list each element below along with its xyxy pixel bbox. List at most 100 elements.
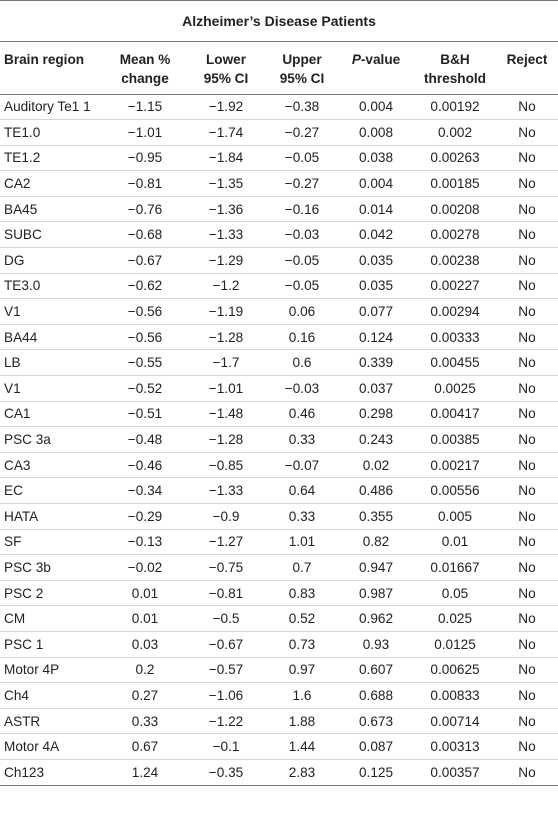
cell-reject: No xyxy=(496,529,558,556)
cell-mean-change: −0.95 xyxy=(104,145,186,172)
cell-bh-threshold: 0.00556 xyxy=(414,477,496,504)
table-row: CA1 −0.51 −1.48 0.46 0.298 0.00417 No xyxy=(0,401,558,428)
cell-mean-change: −0.55 xyxy=(104,349,186,377)
cell-lower-ci: −1.92 xyxy=(186,94,266,121)
cell-mean-change: 0.01 xyxy=(104,580,186,607)
cell-reject: No xyxy=(496,708,558,735)
cell-bh-threshold: 0.005 xyxy=(414,503,496,530)
cell-p-value: 0.987 xyxy=(338,580,414,607)
cell-reject: No xyxy=(496,452,558,479)
cell-lower-ci: −1.33 xyxy=(186,477,266,504)
cell-mean-change: 0.01 xyxy=(104,605,186,632)
cell-p-value: 0.93 xyxy=(338,631,414,658)
cell-mean-change: −0.13 xyxy=(104,529,186,556)
cell-upper-ci: 2.83 xyxy=(266,759,338,786)
cell-p-value: 0.037 xyxy=(338,375,414,402)
results-table-container: Alzheimer’s Disease Patients Brain regio… xyxy=(0,0,558,786)
cell-upper-ci: −0.38 xyxy=(266,94,338,121)
cell-brain-region: BA44 xyxy=(0,324,104,351)
cell-lower-ci: −0.75 xyxy=(186,554,266,581)
table-row: Ch123 1.24 −0.35 2.83 0.125 0.00357 No xyxy=(0,759,558,786)
cell-mean-change: 1.24 xyxy=(104,759,186,786)
cell-brain-region: SF xyxy=(0,529,104,556)
cell-brain-region: CA2 xyxy=(0,170,104,197)
cell-brain-region: V1 xyxy=(0,298,104,325)
cell-reject: No xyxy=(496,401,558,428)
cell-p-value: 0.947 xyxy=(338,554,414,581)
table-row: V1 −0.52 −1.01 −0.03 0.037 0.0025 No xyxy=(0,375,558,402)
table-row: EC −0.34 −1.33 0.64 0.486 0.00556 No xyxy=(0,477,558,504)
cell-mean-change: −0.81 xyxy=(104,170,186,197)
cell-brain-region: PSC 1 xyxy=(0,631,104,658)
header-p-value: P-value xyxy=(338,42,414,95)
cell-brain-region: LB xyxy=(0,349,104,377)
cell-bh-threshold: 0.0125 xyxy=(414,631,496,658)
cell-brain-region: TE3.0 xyxy=(0,273,104,300)
cell-p-value: 0.355 xyxy=(338,503,414,530)
cell-brain-region: ASTR xyxy=(0,708,104,735)
header-mean-change: Mean % change xyxy=(104,42,186,95)
cell-reject: No xyxy=(496,580,558,607)
cell-reject: No xyxy=(496,247,558,274)
cell-bh-threshold: 0.0025 xyxy=(414,375,496,402)
cell-bh-threshold: 0.00455 xyxy=(414,349,496,377)
cell-bh-threshold: 0.002 xyxy=(414,119,496,146)
cell-lower-ci: −0.1 xyxy=(186,733,266,760)
cell-upper-ci: 0.33 xyxy=(266,426,338,453)
table-row: TE3.0 −0.62 −1.2 −0.05 0.035 0.00227 No xyxy=(0,273,558,300)
cell-bh-threshold: 0.01 xyxy=(414,529,496,556)
cell-reject: No xyxy=(496,119,558,146)
cell-mean-change: 0.27 xyxy=(104,682,186,709)
cell-p-value: 0.077 xyxy=(338,298,414,325)
cell-brain-region: Ch4 xyxy=(0,682,104,709)
cell-upper-ci: 1.44 xyxy=(266,733,338,760)
cell-lower-ci: −0.5 xyxy=(186,605,266,632)
cell-upper-ci: −0.07 xyxy=(266,452,338,479)
table-row: HATA −0.29 −0.9 0.33 0.355 0.005 No xyxy=(0,503,558,530)
cell-lower-ci: −1.22 xyxy=(186,708,266,735)
cell-mean-change: 0.33 xyxy=(104,708,186,735)
cell-p-value: 0.298 xyxy=(338,401,414,428)
cell-upper-ci: −0.03 xyxy=(266,375,338,402)
table-row: PSC 3b −0.02 −0.75 0.7 0.947 0.01667 No xyxy=(0,554,558,581)
cell-lower-ci: −1.84 xyxy=(186,145,266,172)
cell-mean-change: −0.52 xyxy=(104,375,186,402)
cell-upper-ci: 0.97 xyxy=(266,657,338,684)
cell-brain-region: EC xyxy=(0,477,104,504)
cell-bh-threshold: 0.00294 xyxy=(414,298,496,325)
cell-mean-change: −0.46 xyxy=(104,452,186,479)
table-body: Auditory Te1 1 −1.15 −1.92 −0.38 0.004 0.0019… xyxy=(0,94,558,786)
cell-upper-ci: 0.7 xyxy=(266,554,338,581)
cell-reject: No xyxy=(496,324,558,351)
cell-p-value: 0.004 xyxy=(338,94,414,121)
cell-lower-ci: −1.33 xyxy=(186,221,266,249)
cell-brain-region: Motor 4A xyxy=(0,733,104,760)
header-reject: Reject xyxy=(496,42,558,95)
table-row: ASTR 0.33 −1.22 1.88 0.673 0.00714 No xyxy=(0,708,558,735)
cell-mean-change: 0.03 xyxy=(104,631,186,658)
cell-brain-region: Ch123 xyxy=(0,759,104,786)
cell-p-value: 0.004 xyxy=(338,170,414,197)
cell-lower-ci: −0.67 xyxy=(186,631,266,658)
cell-lower-ci: −0.57 xyxy=(186,657,266,684)
cell-bh-threshold: 0.00357 xyxy=(414,759,496,786)
cell-upper-ci: 0.46 xyxy=(266,401,338,428)
cell-brain-region: SUBC xyxy=(0,221,104,249)
table-title-row: Alzheimer’s Disease Patients xyxy=(0,0,558,42)
table-title: Alzheimer’s Disease Patients xyxy=(182,13,376,29)
cell-lower-ci: −1.48 xyxy=(186,401,266,428)
cell-bh-threshold: 0.00208 xyxy=(414,196,496,223)
cell-p-value: 0.486 xyxy=(338,477,414,504)
cell-upper-ci: 1.01 xyxy=(266,529,338,556)
cell-p-value: 0.673 xyxy=(338,708,414,735)
cell-lower-ci: −1.7 xyxy=(186,349,266,377)
table-row: BA44 −0.56 −1.28 0.16 0.124 0.00333 No xyxy=(0,324,558,351)
cell-mean-change: −0.76 xyxy=(104,196,186,223)
header-upper-ci: Upper 95% CI xyxy=(266,42,338,95)
table-row: CA2 −0.81 −1.35 −0.27 0.004 0.00185 No xyxy=(0,170,558,197)
cell-bh-threshold: 0.00192 xyxy=(414,94,496,121)
cell-upper-ci: −0.05 xyxy=(266,145,338,172)
cell-bh-threshold: 0.00385 xyxy=(414,426,496,453)
cell-upper-ci: −0.05 xyxy=(266,273,338,300)
cell-lower-ci: −1.74 xyxy=(186,119,266,146)
